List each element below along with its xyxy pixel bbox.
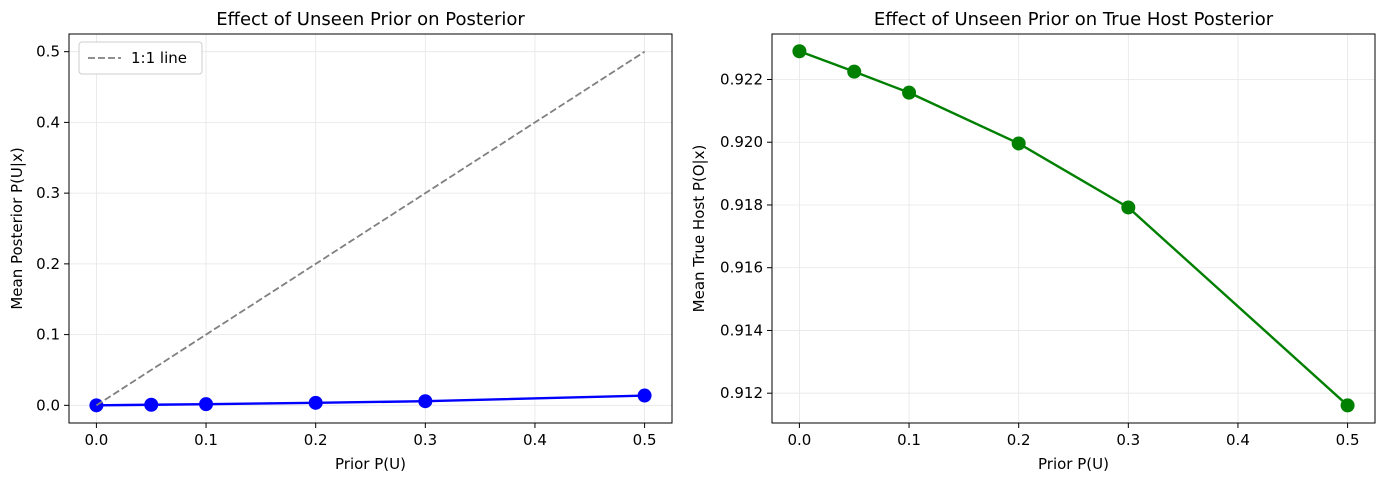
y-tick-label: 0.3 bbox=[36, 184, 60, 202]
chart-posterior: 0.0 0.1 0.2 0.3 0.4 0.5 0.0 0.1 0.2 0.3 0.4 0.5 Effe… bbox=[8, 9, 673, 473]
data-point bbox=[1011, 136, 1026, 151]
y-tick-label: 0.912 bbox=[720, 384, 763, 402]
data-point bbox=[1121, 200, 1136, 215]
y-tick-label: 0.920 bbox=[720, 133, 763, 151]
x-tick-label: 0.5 bbox=[633, 431, 657, 449]
y-axis-label: Mean True Host P(O|x) bbox=[690, 145, 708, 313]
x-tick-label: 0.0 bbox=[787, 431, 811, 449]
data-point bbox=[199, 397, 214, 412]
x-tick-label: 0.1 bbox=[194, 431, 218, 449]
legend-label: 1:1 line bbox=[131, 49, 187, 67]
y-tick-label: 0.914 bbox=[720, 321, 763, 339]
chart-title: Effect of Unseen Prior on Posterior bbox=[216, 9, 525, 30]
x-tick-label: 0.5 bbox=[1336, 431, 1360, 449]
x-axis-label: Prior P(U) bbox=[1038, 455, 1109, 473]
series-line-identity bbox=[95, 50, 646, 407]
x-tick-label: 0.1 bbox=[897, 431, 921, 449]
y-tick-label: 0.1 bbox=[36, 326, 60, 344]
x-axis-label: Prior P(U) bbox=[335, 455, 406, 473]
data-point bbox=[144, 397, 159, 412]
x-tick-label: 0.4 bbox=[523, 431, 547, 449]
y-tick-label: 0.0 bbox=[36, 396, 60, 414]
y-axis-label: Mean Posterior P(U|x) bbox=[8, 147, 26, 309]
y-tick-label: 0.4 bbox=[36, 113, 60, 131]
x-tick-label: 0.3 bbox=[413, 431, 437, 449]
x-tick-label: 0.2 bbox=[304, 431, 328, 449]
legend-box bbox=[78, 41, 203, 75]
series-line bbox=[96, 394, 645, 407]
y-tick-label: 0.918 bbox=[720, 196, 763, 214]
x-tick-label: 0.2 bbox=[1007, 431, 1031, 449]
data-point bbox=[308, 395, 323, 410]
data-point bbox=[902, 85, 917, 100]
data-point bbox=[637, 388, 652, 403]
y-tick-label: 0.916 bbox=[720, 259, 763, 277]
data-point bbox=[418, 394, 433, 409]
data-point bbox=[847, 64, 862, 79]
axes-frame bbox=[771, 33, 1376, 424]
data-point bbox=[1340, 398, 1355, 413]
y-tick-label: 0.5 bbox=[36, 43, 60, 61]
x-tick-label: 0.0 bbox=[84, 431, 108, 449]
y-tick-label: 0.2 bbox=[36, 255, 60, 273]
x-tick-label: 0.3 bbox=[1116, 431, 1140, 449]
data-point bbox=[792, 44, 807, 59]
series-line bbox=[798, 50, 1349, 407]
chart-title: Effect of Unseen Prior on True Host Post… bbox=[874, 9, 1274, 30]
x-tick-label: 0.4 bbox=[1226, 431, 1250, 449]
y-tick-label: 0.922 bbox=[720, 70, 763, 88]
axes-frame bbox=[68, 33, 673, 424]
chart-true-host-posterior: 0.0 0.1 0.2 0.3 0.4 0.5 0.912 0.914 0.916 0.918 0.… bbox=[690, 9, 1376, 473]
